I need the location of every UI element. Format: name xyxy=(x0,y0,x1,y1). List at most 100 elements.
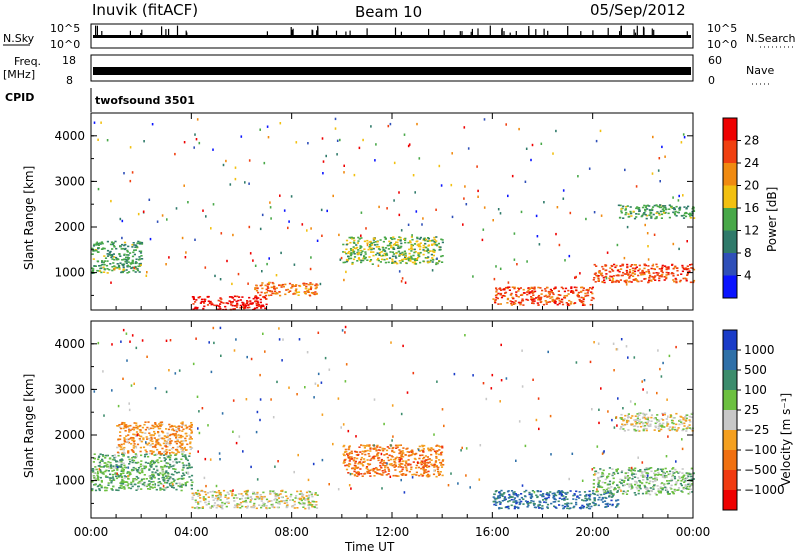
heatmap-cell xyxy=(688,270,691,272)
heatmap-cell xyxy=(221,501,224,504)
heatmap-cell xyxy=(115,477,119,480)
heatmap-cell xyxy=(268,257,270,260)
heatmap-cell xyxy=(131,459,134,461)
heatmap-cell xyxy=(369,459,372,461)
heatmap-cell xyxy=(211,303,214,305)
heatmap-cell xyxy=(381,470,384,472)
heatmap-cell xyxy=(97,247,100,250)
heatmap-cell xyxy=(398,270,401,273)
heatmap-cell xyxy=(580,286,583,289)
heatmap-cell xyxy=(305,283,308,285)
heatmap-cell xyxy=(364,445,367,447)
heatmap-cell xyxy=(423,472,426,474)
heatmap-cell xyxy=(665,476,668,478)
heatmap-cell xyxy=(519,287,522,289)
heatmap-cell xyxy=(545,499,548,501)
heatmap-cell xyxy=(121,271,124,274)
heatmap-cell xyxy=(627,213,630,215)
heatmap-cell xyxy=(626,205,629,207)
heatmap-cell xyxy=(106,476,109,478)
heatmap-cell xyxy=(182,428,185,431)
heatmap-cell xyxy=(511,286,514,288)
heatmap-cell xyxy=(359,468,362,470)
heatmap-cell xyxy=(390,463,393,465)
heatmap-cell xyxy=(661,273,664,276)
heatmap-cell xyxy=(622,419,625,422)
heatmap-cell xyxy=(572,494,575,497)
heatmap-cell xyxy=(440,464,443,466)
heatmap-cell xyxy=(683,481,686,483)
heatmap-cell xyxy=(140,488,143,490)
heatmap-cell xyxy=(536,495,539,498)
heatmap-cell xyxy=(381,447,384,450)
heatmap-cell xyxy=(657,419,660,422)
heatmap-cell xyxy=(548,301,552,303)
heatmap-cell xyxy=(429,259,432,262)
heatmap-cell xyxy=(643,474,646,477)
heatmap-cell xyxy=(630,215,633,217)
heatmap-cell xyxy=(115,489,118,491)
heatmap-cell xyxy=(91,481,94,483)
heatmap-cell xyxy=(106,249,110,252)
heatmap-cell xyxy=(109,457,112,459)
heatmap-cell xyxy=(432,259,435,261)
heatmap-cell xyxy=(139,439,142,442)
heatmap-cell xyxy=(521,299,525,302)
heatmap-cell xyxy=(668,208,671,210)
heatmap-cell xyxy=(249,252,252,255)
heatmap-cell xyxy=(111,248,114,250)
heatmap-cell xyxy=(495,289,498,291)
heatmap-cell xyxy=(660,275,663,278)
heatmap-cell xyxy=(295,141,298,144)
heatmap-cell xyxy=(217,305,221,307)
heatmap-cell xyxy=(425,246,428,249)
heatmap-cell xyxy=(659,474,663,476)
heatmap-cell xyxy=(400,463,403,465)
heatmap-cell xyxy=(262,491,265,494)
heatmap-cell xyxy=(482,228,485,231)
heatmap-cell xyxy=(106,272,109,274)
heatmap-cell xyxy=(145,453,148,455)
heatmap-cell xyxy=(575,361,578,364)
heatmap-cell xyxy=(361,464,364,466)
heatmap-cell xyxy=(597,342,600,345)
heatmap-cell xyxy=(686,271,690,273)
heatmap-cell xyxy=(205,215,207,218)
heatmap-cell xyxy=(291,499,294,501)
heatmap-cell xyxy=(94,466,97,468)
heatmap-cell xyxy=(314,492,317,494)
heatmap-cell xyxy=(127,478,130,480)
heatmap-cell xyxy=(116,258,119,260)
heatmap-cell xyxy=(158,425,161,427)
heatmap-cell xyxy=(603,450,605,453)
heatmap-cell xyxy=(169,476,172,478)
heatmap-cell xyxy=(97,244,100,246)
heatmap-cell xyxy=(675,205,678,208)
heatmap-cell xyxy=(546,507,549,509)
heatmap-cell xyxy=(400,454,403,456)
heatmap-cell xyxy=(180,451,183,453)
heatmap-cell xyxy=(539,507,542,509)
heatmap-cell xyxy=(348,460,351,462)
heatmap-cell xyxy=(681,270,684,273)
heatmap-cell xyxy=(364,251,367,253)
heatmap-cell xyxy=(634,278,637,280)
heatmap-cell xyxy=(579,494,582,496)
heatmap-cell xyxy=(373,398,376,401)
heatmap-cell xyxy=(116,451,120,454)
heatmap-cell xyxy=(500,379,503,382)
heatmap-cell xyxy=(217,308,220,311)
heatmap-cell xyxy=(123,438,126,441)
heatmap-cell xyxy=(235,306,239,308)
heatmap-cell xyxy=(626,483,629,485)
heatmap-cell xyxy=(410,450,413,452)
heatmap-cell xyxy=(105,489,108,492)
heatmap-cell xyxy=(135,426,138,429)
heatmap-cell xyxy=(399,456,403,458)
heatmap-cell xyxy=(616,504,619,507)
heatmap-cell xyxy=(336,153,338,156)
heatmap-cell xyxy=(311,505,314,508)
heatmap-cell xyxy=(566,507,569,510)
heatmap-cell xyxy=(637,429,640,432)
heatmap-cell xyxy=(217,490,221,492)
